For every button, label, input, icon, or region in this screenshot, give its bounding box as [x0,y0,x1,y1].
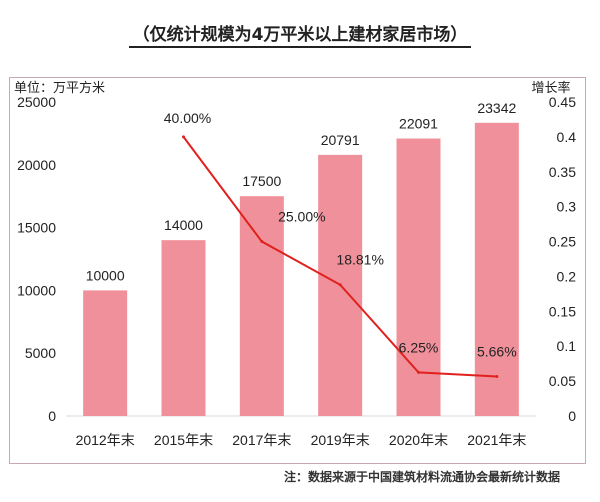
category-label: 2021年末 [467,432,526,448]
right-axis-tick: 0.25 [549,234,576,250]
bar-value-label: 14000 [164,217,203,233]
growth-point [182,135,185,139]
right-axis-tick: 0.45 [549,94,576,110]
growth-point [338,283,342,287]
left-axis-tick: 0 [48,408,56,424]
growth-label: 25.00% [278,209,325,225]
growth-point [495,375,499,379]
growth-point [417,370,420,374]
category-label: 2019年末 [311,432,370,448]
category-label: 2015年末 [154,432,213,448]
right-axis-tick: 0.15 [549,303,576,319]
right-axis-tick: 0.2 [557,268,577,284]
bar [161,240,206,416]
bar [239,196,284,416]
growth-label: 40.00% [164,110,211,126]
subtitle-text: （仅统计规模为4万平米以上建材家居市场） [128,25,472,48]
bar-value-label: 10000 [86,267,125,283]
category-label: 2020年末 [389,432,448,448]
right-axis-tick: 0.05 [549,373,576,389]
growth-label: 6.25% [399,339,439,355]
right-axis-label: 增长率 [531,80,570,95]
bar-value-label: 17500 [242,173,281,189]
left-axis-tick: 20000 [17,157,56,173]
left-axis-tick: 15000 [17,220,56,236]
right-axis-tick: 0.4 [557,129,577,145]
right-axis-tick: 0.1 [557,338,577,354]
growth-label: 5.66% [477,344,517,360]
bar-value-label: 22091 [399,116,438,132]
bar [83,290,128,416]
category-label: 2012年末 [76,432,135,448]
bar-value-label: 23342 [477,100,516,116]
bar [474,122,519,417]
growth-point [260,240,264,244]
chart-subtitle: （仅统计规模为4万平米以上建材家居市场） [0,20,600,48]
growth-label: 18.81% [336,252,383,268]
bar-value-label: 20791 [321,132,360,148]
bar [396,138,441,416]
right-axis-tick: 0.35 [549,164,576,180]
left-axis-unit-label: 单位：万平方米 [14,80,105,95]
category-label: 2017年末 [232,432,291,448]
right-axis-tick: 0 [568,408,576,424]
source-note: 注：数据来源于中国建筑材料流通协会最新统计数据 [283,470,560,484]
chart-frame [9,77,586,464]
left-axis-tick: 10000 [17,282,56,298]
right-axis-tick: 0.3 [557,199,577,215]
left-axis-tick: 5000 [25,345,56,361]
left-axis-tick: 25000 [17,94,56,110]
